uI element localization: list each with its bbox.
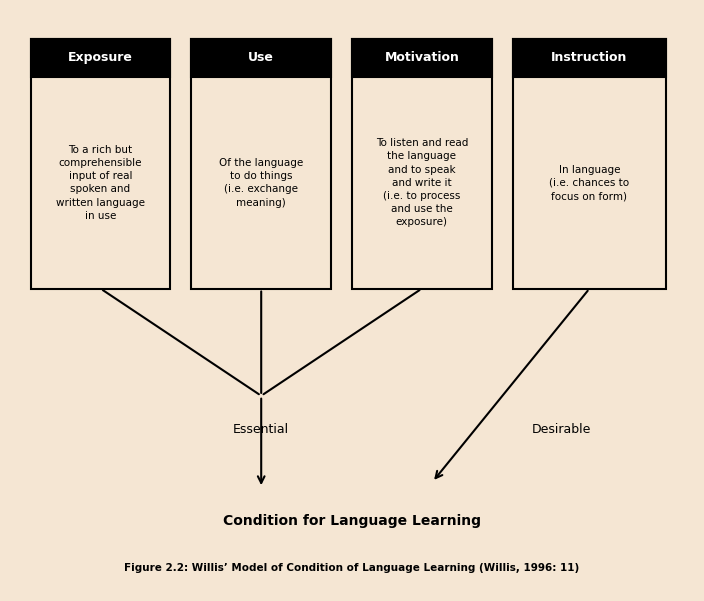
FancyBboxPatch shape	[31, 38, 170, 77]
FancyBboxPatch shape	[191, 38, 331, 288]
Text: Condition for Language Learning: Condition for Language Learning	[223, 514, 481, 528]
Text: Instruction: Instruction	[551, 51, 628, 64]
Text: In language
(i.e. chances to
focus on form): In language (i.e. chances to focus on fo…	[549, 165, 629, 201]
FancyBboxPatch shape	[191, 38, 331, 77]
Text: To listen and read
the language
and to speak
and write it
(i.e. to process
and u: To listen and read the language and to s…	[376, 138, 468, 228]
FancyBboxPatch shape	[352, 38, 491, 288]
FancyBboxPatch shape	[352, 38, 491, 77]
Text: Figure 2.2: Willis’ Model of Condition of Language Learning (Willis, 1996: 11): Figure 2.2: Willis’ Model of Condition o…	[125, 564, 579, 573]
FancyBboxPatch shape	[513, 38, 666, 288]
Text: To a rich but
comprehensible
input of real
spoken and
written language
in use: To a rich but comprehensible input of re…	[56, 145, 145, 221]
Text: Desirable: Desirable	[532, 423, 591, 436]
Text: Motivation: Motivation	[384, 51, 459, 64]
Text: Of the language
to do things
(i.e. exchange
meaning): Of the language to do things (i.e. excha…	[219, 158, 303, 208]
FancyBboxPatch shape	[513, 38, 666, 77]
FancyBboxPatch shape	[31, 38, 170, 288]
Text: Exposure: Exposure	[68, 51, 133, 64]
Text: Essential: Essential	[233, 423, 289, 436]
Text: Use: Use	[249, 51, 274, 64]
